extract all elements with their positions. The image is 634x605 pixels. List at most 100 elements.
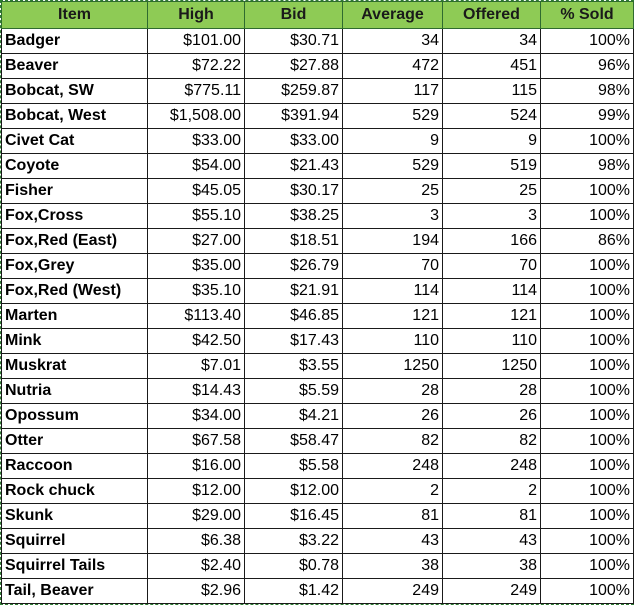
- cell-item[interactable]: Mink: [1, 328, 148, 354]
- cell-average[interactable]: 38: [342, 553, 443, 579]
- cell-offered[interactable]: 25: [442, 178, 541, 204]
- cell-offered[interactable]: 81: [442, 503, 541, 529]
- cell-offered[interactable]: 26: [442, 403, 541, 429]
- cell-offered[interactable]: 115: [442, 78, 541, 104]
- cell-offered[interactable]: 3: [442, 203, 541, 229]
- cell-item[interactable]: Raccoon: [1, 453, 148, 479]
- cell-percent-sold[interactable]: 100%: [540, 578, 634, 604]
- cell-item[interactable]: Fox,Red (West): [1, 278, 148, 304]
- cell-item[interactable]: Civet Cat: [1, 128, 148, 154]
- cell-percent-sold[interactable]: 100%: [540, 178, 634, 204]
- cell-percent-sold[interactable]: 100%: [540, 453, 634, 479]
- cell-offered[interactable]: 121: [442, 303, 541, 329]
- cell-item[interactable]: Fox,Cross: [1, 203, 148, 229]
- cell-average[interactable]: 110: [342, 328, 443, 354]
- cell-high[interactable]: $1,508.00: [147, 103, 245, 129]
- cell-item[interactable]: Squirrel Tails: [1, 553, 148, 579]
- cell-average[interactable]: 26: [342, 403, 443, 429]
- cell-bid[interactable]: $1.42: [244, 578, 343, 604]
- cell-item[interactable]: Rock chuck: [1, 478, 148, 504]
- cell-percent-sold[interactable]: 98%: [540, 153, 634, 179]
- cell-percent-sold[interactable]: 100%: [540, 528, 634, 554]
- cell-bid[interactable]: $38.25: [244, 203, 343, 229]
- cell-percent-sold[interactable]: 98%: [540, 78, 634, 104]
- cell-high[interactable]: $55.10: [147, 203, 245, 229]
- cell-offered[interactable]: 34: [442, 28, 541, 54]
- cell-percent-sold[interactable]: 99%: [540, 103, 634, 129]
- header-high[interactable]: High: [147, 1, 245, 29]
- cell-percent-sold[interactable]: 100%: [540, 478, 634, 504]
- cell-average[interactable]: 472: [342, 53, 443, 79]
- cell-bid[interactable]: $3.22: [244, 528, 343, 554]
- cell-percent-sold[interactable]: 86%: [540, 228, 634, 254]
- cell-average[interactable]: 81: [342, 503, 443, 529]
- cell-item[interactable]: Otter: [1, 428, 148, 454]
- cell-item[interactable]: Fisher: [1, 178, 148, 204]
- header-offered[interactable]: Offered: [442, 1, 541, 29]
- cell-average[interactable]: 248: [342, 453, 443, 479]
- cell-high[interactable]: $16.00: [147, 453, 245, 479]
- cell-high[interactable]: $35.10: [147, 278, 245, 304]
- cell-bid[interactable]: $46.85: [244, 303, 343, 329]
- cell-bid[interactable]: $391.94: [244, 103, 343, 129]
- cell-item[interactable]: Bobcat, West: [1, 103, 148, 129]
- cell-offered[interactable]: 70: [442, 253, 541, 279]
- cell-offered[interactable]: 38: [442, 553, 541, 579]
- cell-offered[interactable]: 249: [442, 578, 541, 604]
- cell-item[interactable]: Tail, Beaver: [1, 578, 148, 604]
- cell-item[interactable]: Bobcat, SW: [1, 78, 148, 104]
- cell-average[interactable]: 82: [342, 428, 443, 454]
- cell-percent-sold[interactable]: 100%: [540, 428, 634, 454]
- cell-offered[interactable]: 114: [442, 278, 541, 304]
- cell-bid[interactable]: $30.71: [244, 28, 343, 54]
- cell-offered[interactable]: 28: [442, 378, 541, 404]
- cell-item[interactable]: Muskrat: [1, 353, 148, 379]
- cell-average[interactable]: 194: [342, 228, 443, 254]
- cell-high[interactable]: $14.43: [147, 378, 245, 404]
- cell-percent-sold[interactable]: 100%: [540, 403, 634, 429]
- cell-average[interactable]: 529: [342, 103, 443, 129]
- cell-bid[interactable]: $17.43: [244, 328, 343, 354]
- cell-average[interactable]: 249: [342, 578, 443, 604]
- cell-average[interactable]: 28: [342, 378, 443, 404]
- cell-percent-sold[interactable]: 96%: [540, 53, 634, 79]
- cell-percent-sold[interactable]: 100%: [540, 378, 634, 404]
- cell-average[interactable]: 117: [342, 78, 443, 104]
- cell-average[interactable]: 3: [342, 203, 443, 229]
- cell-high[interactable]: $2.40: [147, 553, 245, 579]
- cell-bid[interactable]: $259.87: [244, 78, 343, 104]
- cell-percent-sold[interactable]: 100%: [540, 328, 634, 354]
- cell-bid[interactable]: $4.21: [244, 403, 343, 429]
- cell-average[interactable]: 1250: [342, 353, 443, 379]
- header-bid[interactable]: Bid: [244, 1, 343, 29]
- cell-high[interactable]: $2.96: [147, 578, 245, 604]
- cell-item[interactable]: Nutria: [1, 378, 148, 404]
- cell-bid[interactable]: $0.78: [244, 553, 343, 579]
- cell-item[interactable]: Badger: [1, 28, 148, 54]
- cell-bid[interactable]: $12.00: [244, 478, 343, 504]
- cell-average[interactable]: 114: [342, 278, 443, 304]
- cell-offered[interactable]: 110: [442, 328, 541, 354]
- cell-average[interactable]: 25: [342, 178, 443, 204]
- cell-high[interactable]: $775.11: [147, 78, 245, 104]
- cell-average[interactable]: 43: [342, 528, 443, 554]
- cell-high[interactable]: $45.05: [147, 178, 245, 204]
- cell-high[interactable]: $35.00: [147, 253, 245, 279]
- cell-bid[interactable]: $33.00: [244, 128, 343, 154]
- cell-offered[interactable]: 9: [442, 128, 541, 154]
- cell-bid[interactable]: $21.43: [244, 153, 343, 179]
- cell-bid[interactable]: $16.45: [244, 503, 343, 529]
- cell-percent-sold[interactable]: 100%: [540, 278, 634, 304]
- cell-percent-sold[interactable]: 100%: [540, 553, 634, 579]
- cell-average[interactable]: 529: [342, 153, 443, 179]
- cell-high[interactable]: $33.00: [147, 128, 245, 154]
- cell-high[interactable]: $42.50: [147, 328, 245, 354]
- cell-average[interactable]: 34: [342, 28, 443, 54]
- cell-item[interactable]: Squirrel: [1, 528, 148, 554]
- cell-high[interactable]: $101.00: [147, 28, 245, 54]
- cell-offered[interactable]: 524: [442, 103, 541, 129]
- cell-bid[interactable]: $5.58: [244, 453, 343, 479]
- cell-high[interactable]: $67.58: [147, 428, 245, 454]
- cell-high[interactable]: $54.00: [147, 153, 245, 179]
